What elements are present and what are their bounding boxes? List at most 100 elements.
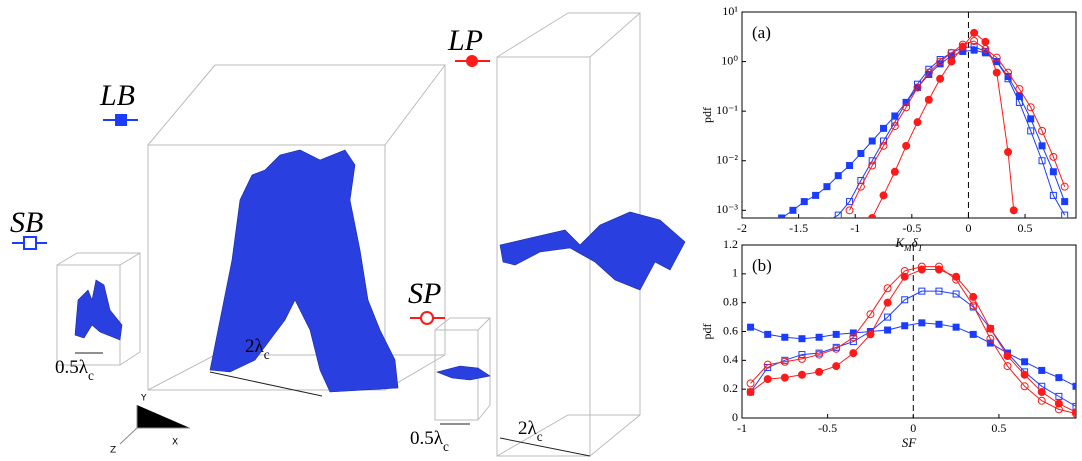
plot-frame — [742, 12, 1076, 218]
symbol — [24, 237, 36, 249]
marker — [884, 299, 891, 306]
marker — [885, 327, 891, 333]
x-tick-label: -1 — [850, 221, 860, 235]
y-tick-label: 10⁻² — [716, 152, 738, 166]
y-axis-label: pdf — [700, 107, 714, 123]
width-label: 2λc — [518, 418, 543, 443]
marker — [880, 192, 887, 199]
marker — [781, 374, 788, 381]
y-tick-label: 0.6 — [723, 323, 738, 337]
marker — [782, 334, 788, 340]
symbol — [466, 55, 478, 67]
marker — [798, 371, 805, 378]
symbol — [115, 114, 127, 126]
label-part: 0.5λ — [55, 357, 89, 378]
y-tick-label: 10⁻³ — [716, 202, 738, 216]
x-tick-label: 0.5 — [1018, 221, 1033, 235]
marker — [881, 125, 887, 131]
label-part: 2λ — [245, 336, 265, 357]
marker — [765, 331, 771, 337]
y-axis-label: pdf — [700, 324, 714, 340]
surface — [75, 280, 122, 340]
marker — [902, 323, 908, 329]
label-sub: c — [443, 439, 449, 454]
marker — [816, 368, 823, 375]
marker — [1005, 149, 1012, 156]
arrow — [210, 372, 322, 396]
marker — [824, 184, 830, 190]
label-sub: c — [264, 347, 270, 362]
marker — [1010, 207, 1017, 214]
case-label: LP — [447, 24, 483, 57]
figure: Y Z X LB SB LP SP 0.5λc 2λc 0.5λc 2λc -2… — [0, 0, 1082, 461]
surface — [500, 212, 685, 290]
axes-lines — [120, 405, 190, 444]
marker — [1056, 375, 1062, 381]
x-tick-label: -1 — [737, 421, 747, 435]
marker — [799, 336, 805, 342]
surface — [437, 366, 490, 380]
y-tick-label: 1 — [732, 266, 738, 280]
x-tick-label: 0 — [910, 421, 916, 435]
marker — [813, 192, 819, 198]
y-tick-label: 10¹ — [722, 4, 738, 18]
marker — [1039, 143, 1045, 149]
case-label: LB — [99, 79, 135, 112]
label-sub: c — [537, 429, 543, 444]
y-tick-label: 10⁰ — [721, 53, 738, 67]
marker — [747, 389, 754, 396]
plot-area — [756, 29, 1068, 228]
marker — [790, 207, 796, 213]
marker — [801, 199, 807, 205]
width-label: 0.5λc — [55, 357, 94, 382]
marker — [869, 215, 876, 222]
marker — [767, 222, 773, 228]
x-tick-label: 0.5 — [991, 421, 1006, 435]
x-tick-label: -2 — [737, 221, 747, 235]
label-part: 0.5λ — [410, 428, 444, 449]
panel-label: (a) — [752, 23, 771, 42]
surface — [210, 150, 398, 392]
y-tick-label: 0.4 — [723, 352, 738, 366]
marker — [847, 163, 853, 169]
x-tick-label: -0.5 — [818, 421, 837, 435]
y-tick-label: 0.2 — [723, 381, 738, 395]
marker — [970, 331, 976, 337]
x-axis-label: KMδT — [894, 235, 923, 253]
plot-frame — [742, 245, 1076, 418]
marker — [925, 96, 932, 103]
marker — [1021, 371, 1028, 378]
marker — [833, 331, 839, 337]
marker — [1004, 353, 1011, 360]
marker — [1050, 169, 1056, 175]
marker — [816, 334, 822, 340]
marker — [756, 222, 762, 228]
marker — [937, 75, 944, 82]
width-label: 0.5λc — [410, 428, 449, 453]
label-sub: c — [88, 368, 94, 383]
axes-icon — [120, 405, 190, 444]
axis-label: Z — [110, 446, 116, 456]
marker — [824, 218, 830, 224]
marker — [835, 173, 841, 179]
marker — [867, 331, 874, 338]
marker — [948, 58, 955, 65]
y-tick-label: 10⁻¹ — [716, 103, 738, 117]
marker — [1038, 389, 1045, 396]
marker — [970, 293, 977, 300]
marker — [1062, 199, 1068, 205]
page: {"illustration":{"labels":{"LB":"LB","SB… — [0, 0, 1082, 461]
marker — [919, 320, 925, 326]
marker — [1039, 367, 1045, 373]
label-part: 2λ — [518, 418, 538, 439]
marker — [850, 350, 857, 357]
panel-label: (b) — [752, 256, 772, 275]
marker — [833, 363, 840, 370]
axis-label: Y — [140, 394, 147, 404]
marker — [987, 325, 994, 332]
symbol — [421, 312, 433, 324]
marker — [982, 38, 989, 45]
x-tick-label: -1.5 — [789, 221, 808, 235]
marker — [1022, 359, 1028, 365]
x-axis-label: SF — [902, 435, 918, 450]
